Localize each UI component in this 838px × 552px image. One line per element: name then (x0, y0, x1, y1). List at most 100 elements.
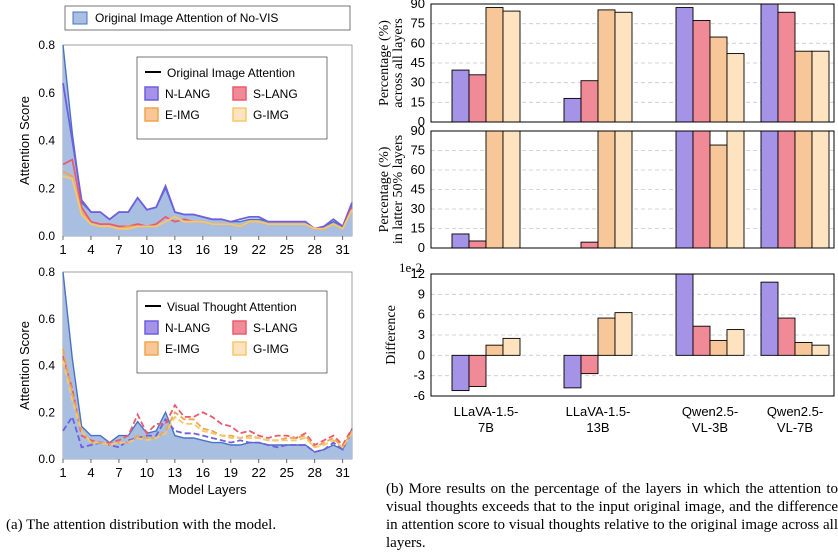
y-tick-label: 45 (411, 55, 425, 70)
area-fill (63, 45, 352, 236)
bar-e-img (794, 342, 813, 356)
bar-n-lang (760, 4, 779, 122)
y-tick-label: 3 (418, 327, 425, 342)
y-tick-label: 0.0 (38, 229, 55, 243)
series-line-g-img (62, 175, 353, 231)
bar-g-img (502, 131, 521, 248)
x-tick-label: 25 (280, 242, 294, 257)
legend-swatch-g-img (232, 341, 247, 356)
y-tick-label: 15 (411, 94, 425, 109)
bar-n-lang (451, 69, 470, 122)
caption-b: (b) More results on the percentage of th… (386, 481, 838, 551)
plot-frame (430, 273, 835, 397)
x-tick-label: 10 (140, 465, 154, 480)
figure: 0.00.20.40.60.81 4 7 10 13 16 19 22 25 28 31Attent… (17, 0, 835, 497)
series-line-n-lang (62, 83, 353, 230)
bar-n-lang (563, 354, 582, 389)
outer-legend-box (64, 5, 351, 31)
bar-g-img (502, 10, 521, 122)
bar-n-lang (451, 233, 470, 248)
bar-s-lang (777, 317, 796, 356)
outer-legend-label: Original Image Attention of No-VIS (95, 11, 278, 25)
bar-e-img (485, 344, 504, 356)
legend-label-n-lang: N-LANG (165, 87, 210, 101)
x-tick-label: 16 (196, 465, 210, 480)
bar-s-lang (692, 20, 711, 122)
y-tick-label: 6 (418, 307, 425, 322)
y-tick-label: 30 (411, 201, 425, 216)
bar-g-img (811, 131, 830, 248)
legend-swatch-n-lang (144, 320, 159, 335)
bar-e-img (597, 9, 616, 122)
y-tick-label: 0 (418, 240, 425, 255)
bar-n-lang (675, 274, 694, 356)
plot-frame (430, 3, 835, 123)
x-tick-label: 13 (168, 465, 182, 480)
y-tick-label: 0.0 (38, 452, 55, 466)
bars-group (451, 4, 830, 122)
bar-s-lang (692, 325, 711, 356)
y-axis-label: across all layers (391, 18, 406, 107)
bar-g-img (726, 53, 745, 122)
legend-swatch-g-img (232, 107, 247, 122)
y-tick-label: 75 (411, 143, 425, 158)
bar-g-img (502, 337, 521, 356)
x-tick-label: 22 (252, 465, 266, 480)
caption-a: (a) The attention distribution with the … (6, 517, 277, 533)
y-axis-label: Difference (384, 305, 399, 365)
category-label: VL-7B (777, 420, 813, 435)
bar-e-img (794, 131, 813, 248)
category-label: Qwen2.5- (767, 404, 823, 419)
legend-swatch-s-lang (232, 86, 247, 101)
y-tick-label: -3 (413, 368, 425, 383)
y-tick-label: 0.8 (38, 38, 55, 52)
y-tick-label: 75 (411, 16, 425, 31)
legend-label-s-lang: S-LANG (253, 87, 298, 101)
outer-legend-swatch (72, 11, 88, 25)
x-tick-label: 4 (87, 465, 94, 480)
y-tick-label: 0.2 (38, 405, 55, 419)
bar-s-lang (692, 131, 711, 248)
x-tick-label: 13 (168, 242, 182, 257)
bar-g-img (614, 131, 633, 248)
bar-e-img (709, 339, 728, 356)
bar-s-lang (580, 354, 599, 375)
bars-group (451, 274, 830, 392)
bar-e-img (597, 317, 616, 356)
legend-swatch-n-lang (144, 86, 159, 101)
category-label: VL-3B (692, 420, 728, 435)
y-axis-label: Attention Score (17, 321, 32, 410)
bar-e-img (709, 36, 728, 122)
legend-label-g-img: G-IMG (253, 108, 289, 122)
bar-s-lang (777, 131, 796, 248)
series-line-g-img (62, 360, 353, 449)
bar-n-lang (675, 131, 694, 248)
bar-g-img (726, 131, 745, 248)
bar-e-img (597, 131, 616, 248)
bar-s-lang (777, 11, 796, 122)
bars-group (451, 131, 830, 248)
x-tick-label: 31 (335, 242, 349, 257)
category-label: 13B (586, 420, 609, 435)
bar-n-lang (675, 7, 694, 122)
y-tick-label: 90 (411, 123, 425, 138)
y-tick-label: 12 (411, 266, 425, 281)
bar-e-img (794, 50, 813, 122)
y-tick-label: 0.4 (38, 359, 55, 373)
y-tick-label: 0 (418, 114, 425, 129)
legend-swatch-e-img (144, 107, 159, 122)
bar-g-img (726, 329, 745, 356)
x-axis-label: Model Layers (168, 482, 247, 497)
x-tick-label: 25 (280, 465, 294, 480)
bar-n-lang (451, 354, 470, 392)
y-axis-label: Percentage (%) (377, 146, 392, 232)
legend-label-e-img: E-IMG (165, 342, 200, 356)
series-line-s-lang (62, 355, 353, 447)
x-tick-label: 7 (115, 465, 122, 480)
y-tick-label: 60 (411, 162, 425, 177)
y-tick-label: 0.4 (38, 134, 55, 148)
legend-title: Visual Thought Attention (167, 300, 297, 314)
series-line-n-lang (62, 414, 353, 453)
category-label: LLaVA-1.5- (566, 404, 631, 419)
y-tick-label: -6 (413, 388, 425, 403)
